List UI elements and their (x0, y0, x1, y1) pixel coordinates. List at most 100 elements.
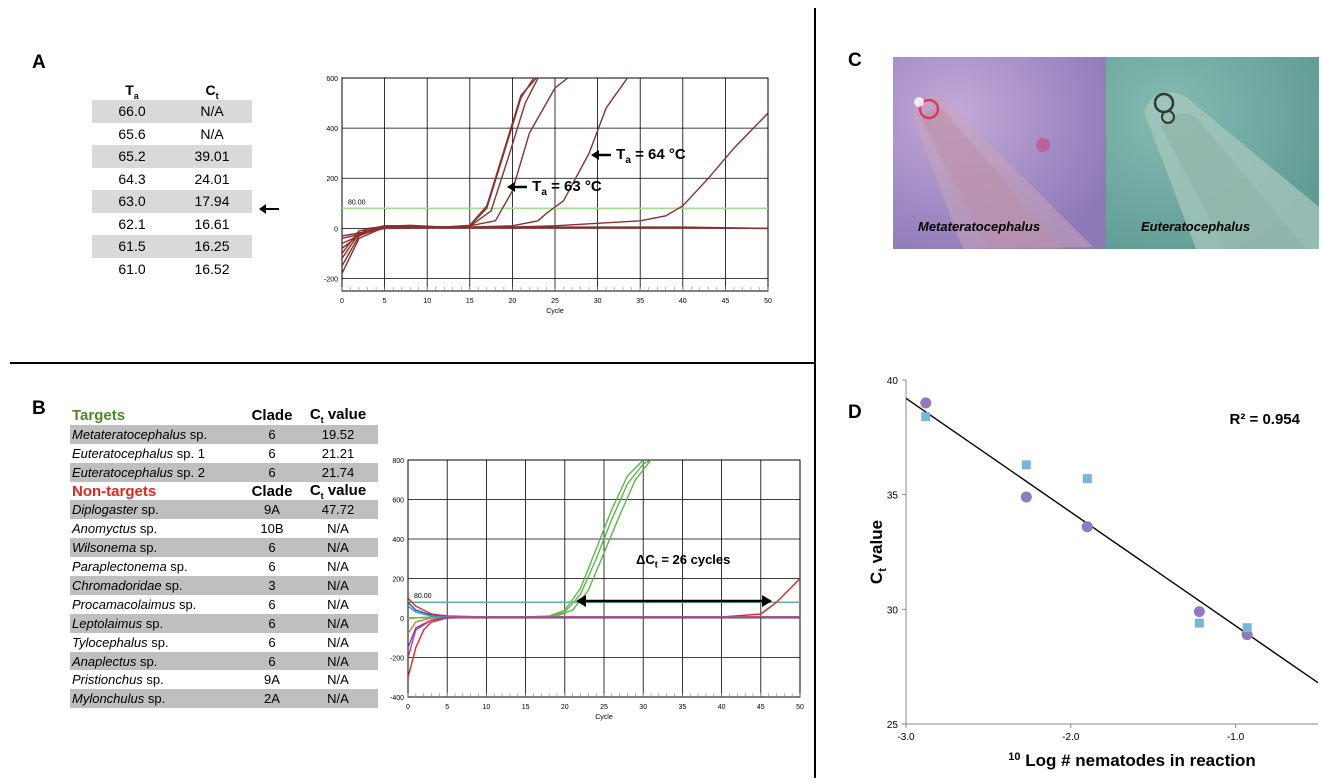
ta-cell: 66.0 (118, 103, 146, 120)
panel-b-amplification-chart: 0 5 10 15 20 25 30 35 40 45 50 -400 -200 0 200 400 600 80… (390, 458, 804, 721)
species-suffix: sp. (161, 577, 183, 593)
genus-name: Euteratocephalus (72, 445, 174, 461)
species-table-row: Diplogaster sp. 9A 47.72 (70, 500, 378, 520)
species-name-cell: Anaplectus sp. (70, 654, 246, 669)
ct-value-cell: N/A (327, 521, 349, 537)
x-tick-label: 30 (594, 298, 602, 305)
y-tick-label: 400 (326, 126, 338, 133)
x-tick-label: 10 (423, 298, 431, 305)
genus-name: Anaplectus (72, 653, 137, 669)
genus-name: Chromadoridae (72, 577, 162, 593)
annealing-table-row: 63.0 17.94 (92, 190, 252, 213)
y-tick-label: -200 (390, 656, 404, 663)
ct-cell: 16.52 (194, 260, 230, 277)
ta-cell: 61.5 (118, 238, 146, 255)
species-table-row: Procamacolaimus sp. 6 N/A (70, 595, 378, 614)
ct-value-cell: N/A (327, 615, 349, 631)
panel-letter-d: D (848, 402, 862, 423)
species-name-cell: Wilsonema sp. (70, 540, 246, 555)
y-tick-label: 40 (887, 376, 899, 387)
species-table-row: Pristionchus sp. 9A N/A (70, 670, 378, 689)
specificity-table: Targets Clade Ct value Metateratocephalu… (70, 405, 378, 709)
species-name-cell: Leptolaimus sp. (70, 616, 246, 631)
genus-name: Procamacolaimus (72, 596, 176, 612)
species-table-row: Metateratocephalus sp. 6 19.52 (70, 424, 378, 444)
genus-name: Paraplectonema (72, 559, 167, 575)
y-tick-label: 200 (326, 176, 338, 183)
y-tick-label: -400 (390, 695, 404, 702)
nematode-head-image-2 (1106, 57, 1319, 249)
clade-cell: 6 (268, 426, 276, 442)
nontargets-header-row: Non-targets Clade Ct value (70, 482, 378, 501)
annealing-table-rows: 66.0 N/A 65.6 N/A 65.2 39.01 64.3 24.01 63.0 17.9… (92, 100, 252, 280)
y-tick-label: 25 (887, 720, 899, 731)
x-tick-label: 0 (406, 704, 410, 711)
x-tick-label: -2.0 (1062, 732, 1080, 743)
species-table-row: Tylocephalus sp. 6 N/A (70, 633, 378, 652)
annealing-table-row: 66.0 N/A (92, 100, 252, 123)
selected-row-arrow (258, 202, 280, 221)
y-tick-label: 30 (887, 605, 899, 616)
x-tick-label: 45 (757, 704, 765, 711)
data-point-square (1242, 623, 1252, 633)
x-tick-label: 15 (522, 704, 530, 711)
ct-cell: N/A (200, 125, 224, 142)
x-tick-label: 25 (600, 704, 608, 711)
species-table-row: Paraplectonema sp. 6 N/A (70, 557, 378, 576)
metateratocephalus-micrograph (893, 57, 1106, 249)
ct-value-cell: 21.74 (321, 464, 355, 480)
species-name-cell: Procamacolaimus sp. (70, 597, 246, 612)
ct-value-cell: N/A (327, 634, 349, 650)
x-tick-label: 15 (466, 298, 474, 305)
clade-header-2: Clade (251, 482, 293, 500)
panel-letter-a: A (32, 52, 46, 73)
clade-cell: 3 (268, 577, 276, 593)
data-point-square (1021, 460, 1031, 470)
y-axis-label-tail: value (867, 520, 886, 568)
y-tick-label: 0 (400, 616, 404, 623)
arrow-left-icon (259, 204, 279, 214)
ct-cell: 17.94 (194, 193, 230, 210)
species-table-row: Chromadoridae sp. 3 N/A (70, 576, 378, 595)
species-suffix: sp. (136, 521, 158, 537)
y-tick-label: 200 (392, 577, 404, 584)
arrow-left-icon (507, 182, 527, 193)
clade-header: Clade (251, 406, 293, 424)
ct-value-cell: 19.52 (321, 426, 355, 442)
annotation-ta-64: Ta = 64 °C (590, 146, 686, 166)
genus-name: Diplogaster (72, 502, 138, 518)
species-suffix: sp. (186, 426, 208, 442)
ct-value-cell: N/A (327, 577, 349, 593)
targets-header: Targets (72, 406, 126, 424)
ct-value-header: Ct value (309, 405, 367, 425)
genus-name: Metateratocephalus (72, 426, 187, 442)
amplification-curve (408, 616, 800, 658)
genus-name: Tylocephalus (72, 634, 148, 650)
species-name-cell: Pristionchus sp. (70, 672, 246, 687)
species-suffix: sp. (136, 653, 158, 669)
genus-name: Mylonchulus (72, 691, 145, 707)
data-point-square (921, 412, 931, 422)
y-axis-label-sub: t (877, 568, 889, 572)
threshold-label: 80.00 (348, 199, 366, 206)
species-suffix: sp. (175, 596, 197, 612)
series-group (342, 78, 768, 274)
species-suffix: sp. (147, 634, 169, 650)
x-tick-label: 0 (340, 298, 344, 305)
species-name-cell: Euteratocephalus sp. 1 (70, 446, 246, 461)
r-squared-annotation: R² = 0.954 (1230, 411, 1301, 428)
species-name-cell: Paraplectonema sp. (70, 559, 246, 574)
species-table-row: Euteratocephalus sp. 1 6 21.21 (70, 444, 378, 463)
species-name-cell: Chromadoridae sp. (70, 578, 246, 593)
species-suffix: sp. (166, 559, 188, 575)
panel-a-amplification-chart: 0 5 10 15 20 25 30 35 40 45 50 -200 0 200 400 600 Cycle 8… (324, 76, 772, 315)
ta-cell: 64.3 (118, 170, 146, 187)
species-suffix: sp. (144, 691, 166, 707)
annealing-table: Ta Ct 66.0 N/A 65.6 N/A 65.2 39.01 64.3 24.01 63… (92, 82, 252, 280)
x-tick-label: 30 (639, 704, 647, 711)
series-group (408, 460, 800, 678)
clade-cell: 6 (268, 445, 276, 461)
y-tick-label: 600 (326, 76, 338, 83)
y-tick-label: 0 (334, 226, 338, 233)
clade-cell: 6 (268, 559, 276, 575)
